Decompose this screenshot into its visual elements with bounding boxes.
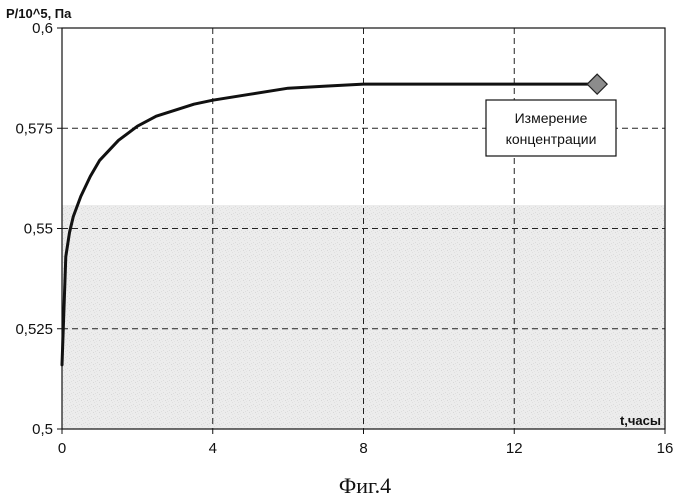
annotation-box: Измерение концентрации [486, 100, 616, 156]
figure-caption: Фиг.4 [339, 473, 391, 498]
x-ticks: 0 4 8 12 16 [58, 429, 674, 457]
x-tick-label: 0 [58, 440, 66, 457]
x-tick-label: 4 [209, 440, 217, 457]
y-tick-label: 0,55 [24, 221, 53, 238]
y-tick-label: 0,575 [15, 120, 53, 137]
annotation-line-2: концентрации [506, 131, 597, 147]
x-axis-label: t,часы [620, 413, 661, 428]
y-tick-label: 0,5 [32, 421, 53, 438]
annotation-line-1: Измерение [515, 110, 588, 126]
x-tick-label: 12 [506, 440, 523, 457]
y-axis-label: P/10^5, Па [6, 6, 72, 21]
x-tick-label: 8 [359, 440, 367, 457]
y-ticks: 0,5 0,525 0,55 0,575 0,6 [15, 20, 62, 438]
annotation-frame [486, 100, 616, 156]
y-tick-label: 0,6 [32, 20, 53, 37]
y-tick-label: 0,525 [15, 321, 53, 338]
x-tick-label: 16 [657, 440, 674, 457]
measurement-marker [587, 74, 607, 94]
